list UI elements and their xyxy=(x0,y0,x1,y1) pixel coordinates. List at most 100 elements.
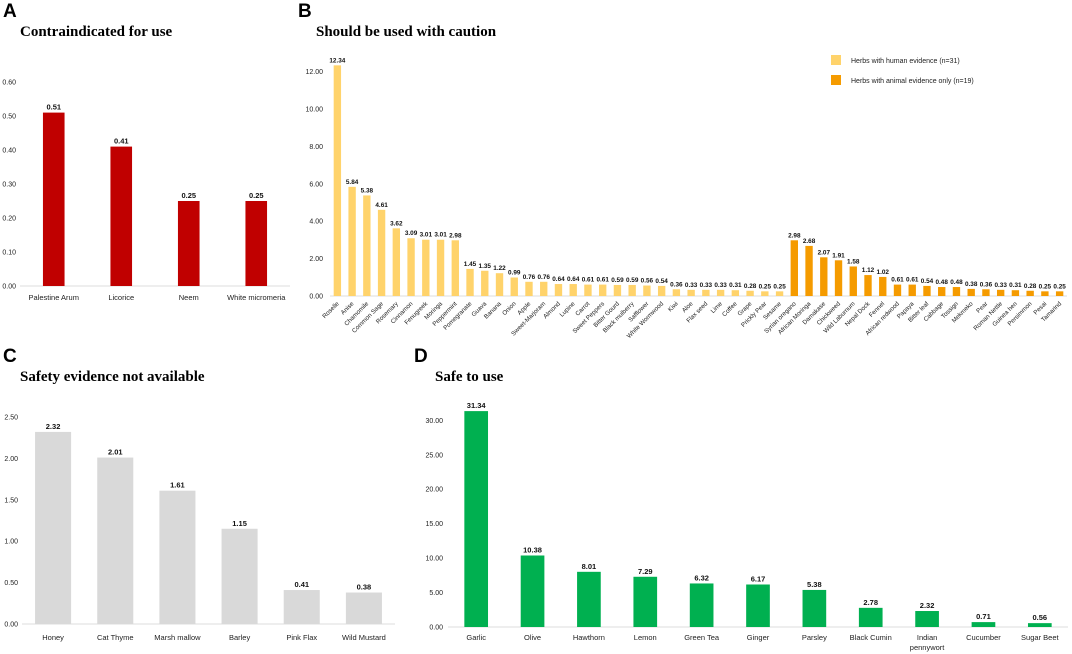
bar xyxy=(775,291,784,296)
bar xyxy=(820,257,828,296)
y-tick-label: 5.00 xyxy=(429,590,443,597)
category-label: Cucumber xyxy=(966,633,1001,642)
legend-label-animal: Herbs with animal evidence only (n=19) xyxy=(851,78,974,85)
value-label: 0.48 xyxy=(950,279,963,286)
bar xyxy=(35,431,72,624)
bar xyxy=(584,284,592,296)
bar xyxy=(731,290,740,296)
bar xyxy=(495,273,504,296)
value-label: 0.61 xyxy=(596,277,609,284)
category-label: Neem xyxy=(179,293,199,302)
bar xyxy=(510,277,518,296)
value-label: 2.98 xyxy=(788,232,801,239)
value-label: 0.48 xyxy=(935,279,948,286)
legend-swatch-human xyxy=(831,55,841,65)
bar xyxy=(363,195,371,296)
value-label: 0.38 xyxy=(357,583,372,592)
chart-title: Safety evidence not available xyxy=(20,369,205,385)
bar xyxy=(1041,291,1049,296)
y-tick-label: 4.00 xyxy=(309,219,323,226)
y-tick-label: 0.00 xyxy=(429,625,443,632)
value-label: 0.36 xyxy=(670,281,683,288)
bar xyxy=(159,490,196,624)
y-tick-label: 0.00 xyxy=(4,622,18,629)
value-label: 0.25 xyxy=(249,191,264,200)
bar xyxy=(761,291,769,296)
value-label: 1.02 xyxy=(877,269,890,276)
value-label: 0.31 xyxy=(1009,282,1022,289)
bar xyxy=(893,284,902,296)
value-label: 3.01 xyxy=(434,232,447,239)
value-label: 0.38 xyxy=(965,281,978,288)
value-label: 0.25 xyxy=(181,191,196,200)
bar xyxy=(422,239,430,296)
y-tick-label: 0.50 xyxy=(2,114,16,121)
bar xyxy=(177,201,200,286)
bar xyxy=(908,284,916,296)
category-label: Hawthorn xyxy=(573,633,605,642)
value-label: 0.76 xyxy=(523,274,536,281)
category-label: Banana xyxy=(483,300,503,320)
bar xyxy=(481,270,489,296)
category-label: Wild Mustard xyxy=(342,633,386,642)
value-label: 0.61 xyxy=(906,277,919,284)
value-label: 12.34 xyxy=(329,57,345,64)
bar xyxy=(221,528,258,624)
value-label: 1.22 xyxy=(493,265,506,272)
value-label: 2.07 xyxy=(818,249,831,256)
bar xyxy=(996,289,1005,296)
bar xyxy=(805,245,813,296)
y-tick-label: 30.00 xyxy=(425,418,443,425)
value-label: 0.59 xyxy=(626,277,639,284)
bar xyxy=(345,592,382,624)
panel-letter: C xyxy=(3,346,17,367)
value-label: 1.12 xyxy=(862,267,875,274)
value-label: 1.91 xyxy=(832,252,845,259)
value-label: 8.01 xyxy=(582,562,597,571)
bar xyxy=(554,284,563,296)
y-tick-label: 10.00 xyxy=(425,556,443,563)
bar xyxy=(333,65,342,297)
bar xyxy=(110,146,133,286)
category-label: Parsley xyxy=(802,633,827,642)
value-label: 1.45 xyxy=(464,261,477,268)
category-label: Roselle xyxy=(321,300,341,320)
bar xyxy=(716,289,725,296)
value-label: 0.25 xyxy=(773,283,786,290)
bar xyxy=(689,583,714,627)
value-label: 0.25 xyxy=(1039,283,1052,290)
bar xyxy=(466,268,474,296)
bar xyxy=(1055,291,1064,296)
bar xyxy=(879,276,887,296)
chart-title: Safe to use xyxy=(435,369,504,385)
bar xyxy=(577,571,601,627)
chart-title: Should be used with caution xyxy=(316,24,497,40)
legend-label-human: Herbs with human evidence (n=31) xyxy=(851,58,960,65)
y-tick-label: 0.00 xyxy=(2,284,16,291)
y-tick-label: 20.00 xyxy=(425,487,443,494)
bar xyxy=(348,186,356,296)
value-label: 0.25 xyxy=(1053,283,1066,290)
value-label: 0.33 xyxy=(714,282,727,289)
bar xyxy=(1027,623,1052,627)
bar xyxy=(672,289,681,296)
value-label: 0.61 xyxy=(891,277,904,284)
bar xyxy=(451,240,459,296)
bar xyxy=(628,284,636,296)
value-label: 0.71 xyxy=(976,612,991,621)
y-tick-label: 2.50 xyxy=(4,415,18,422)
value-label: 0.99 xyxy=(508,269,521,276)
value-label: 2.78 xyxy=(863,598,878,607)
category-label: Almond xyxy=(542,300,562,320)
category-label: Olive xyxy=(524,633,541,642)
bar xyxy=(802,589,827,627)
category-label: Pink Flax xyxy=(286,633,317,642)
bar xyxy=(849,266,857,296)
y-tick-label: 8.00 xyxy=(309,144,323,151)
value-label: 5.38 xyxy=(361,187,374,194)
category-label: Honey xyxy=(42,633,64,642)
value-label: 10.38 xyxy=(523,545,542,554)
category-label: Garlic xyxy=(466,633,486,642)
category-label: Marsh mallow xyxy=(154,633,201,642)
value-label: 0.56 xyxy=(1033,613,1048,622)
